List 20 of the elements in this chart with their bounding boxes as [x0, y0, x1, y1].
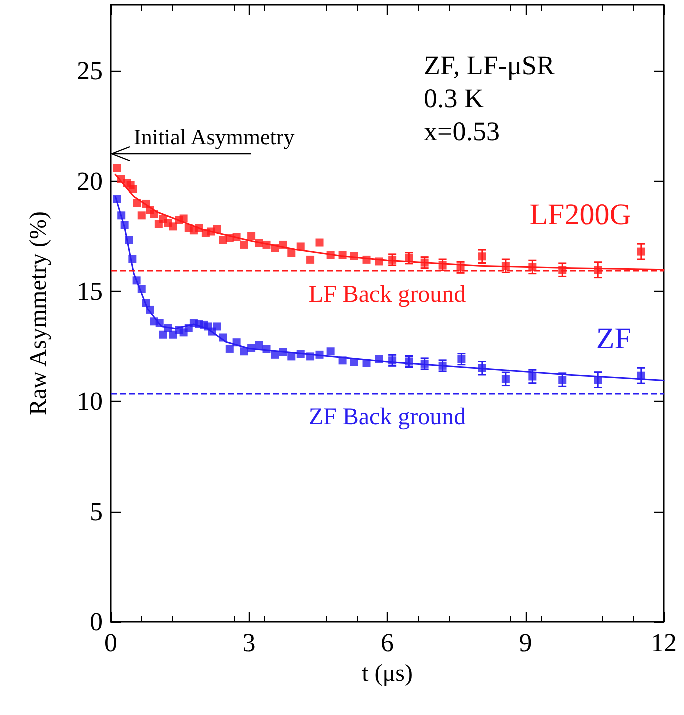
series-label: ZF	[596, 322, 632, 356]
annotation: x=0.53	[424, 116, 500, 146]
y-tick-label: 25	[77, 56, 103, 86]
y-tick-label: 15	[77, 276, 103, 306]
x-tick-label: 3	[242, 628, 256, 658]
annotation: Initial Asymmetry	[134, 124, 295, 150]
y-tick-label: 20	[77, 166, 103, 196]
y-axis-title: Raw Asymmetry (%)	[26, 212, 52, 416]
ref-line-label: ZF Back ground	[308, 404, 466, 430]
y-tick-label: 0	[90, 608, 103, 636]
y-tick-label: 5	[90, 497, 103, 526]
annotation: 0.3 K	[424, 84, 484, 114]
y-tick-label: 10	[77, 387, 103, 416]
x-tick-label: 9	[519, 628, 532, 658]
ref-line-label: LF Back ground	[308, 282, 466, 308]
annotation: ZF, LF-μSR	[424, 50, 555, 80]
x-tick-label: 6	[381, 628, 394, 658]
x-axis-title: t (μs)	[362, 661, 413, 687]
series-label: LF200G	[530, 198, 632, 232]
x-tick-label: 12	[651, 628, 677, 658]
